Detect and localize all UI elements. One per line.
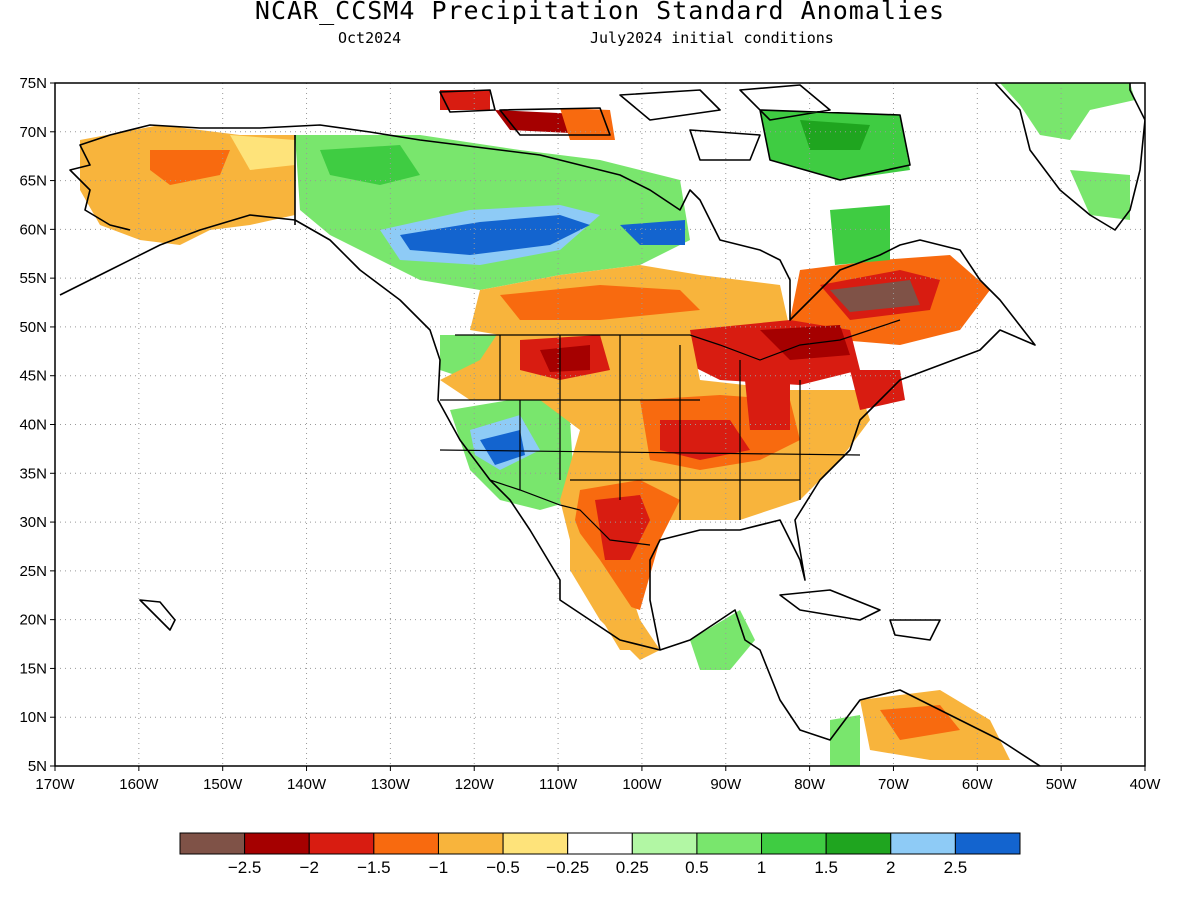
lat-tick-label: 15N <box>19 660 47 677</box>
venezuela-core <box>880 705 960 740</box>
anomaly-fields <box>80 83 1135 766</box>
gridlines <box>55 83 1145 766</box>
lon-tick-label: 90W <box>710 776 742 793</box>
state-lines <box>439 335 861 520</box>
colorbar-legend: −2.5 −2 −1.5 −1 −0.5 −0.25 0.25 0.5 1 1.5 2 2.5 <box>179 832 1021 877</box>
colorbar-label: 2 <box>886 858 895 877</box>
western-canada-wet2 <box>320 145 420 185</box>
lat-tick-label: 50N <box>19 319 47 336</box>
colorbar-swatch <box>437 832 504 855</box>
political-borders <box>439 319 901 546</box>
lat-tick-label: 30N <box>19 514 47 531</box>
colorbar-label: −0.5 <box>486 858 520 877</box>
colorbar-swatch <box>890 832 956 855</box>
colorbar-swatch <box>244 832 310 855</box>
colorbar-swatch <box>761 832 827 855</box>
quebec-very-dry <box>830 280 920 312</box>
nevada-blue <box>480 430 525 465</box>
initial-conditions-label: July2024 initial conditions <box>590 29 834 47</box>
colorbar-label: 2.5 <box>944 858 968 877</box>
montana-core <box>540 345 590 372</box>
colorbar-label: 1 <box>757 858 766 877</box>
michigan-dry <box>745 375 790 430</box>
lat-tick-label: 55N <box>19 270 47 287</box>
lat-tick-label: 75N <box>19 75 47 92</box>
colombia-wet <box>830 715 860 766</box>
central-america-wet <box>690 610 755 670</box>
lon-tick-label: 150W <box>203 776 243 793</box>
colorbar-label: −0.25 <box>546 858 589 877</box>
us-canada-border <box>455 319 901 361</box>
lon-tick-label: 60W <box>962 776 994 793</box>
arctic-islands <box>439 84 911 181</box>
hispaniola <box>889 619 941 641</box>
colorbar-label: 1.5 <box>814 858 838 877</box>
colorbar-swatch <box>567 832 633 855</box>
colorbar-label: −1 <box>429 858 448 877</box>
lon-tick-label: 120W <box>455 776 495 793</box>
lat-tick-label: 60N <box>19 221 47 238</box>
lat-tick-label: 25N <box>19 563 47 580</box>
arctic-wet2 <box>800 120 870 150</box>
target-month-label: Oct2024 <box>338 29 402 47</box>
alaska-dry-core <box>150 150 230 185</box>
hawaii <box>139 599 176 631</box>
greenland-wet <box>1000 83 1135 140</box>
northeast-dry <box>850 370 905 410</box>
cuba <box>779 589 881 621</box>
prairies-dry2 <box>500 285 700 320</box>
lat-tick-label: 5N <box>28 758 47 775</box>
colorbar-swatch <box>308 832 375 855</box>
lat-tick-label: 70N <box>19 124 47 141</box>
alaska-dry-region <box>80 125 295 245</box>
alaska-dry-light <box>230 135 295 170</box>
chart-title: NCAR_CCSM4 Precipitation Standard Anomal… <box>254 0 946 25</box>
lat-tick-label: 65N <box>19 173 47 190</box>
colorbar-swatch <box>696 832 763 855</box>
lat-tick-label: 20N <box>19 612 47 629</box>
us-mexico-border <box>489 479 651 546</box>
lon-tick-label: 110W <box>539 776 578 793</box>
colorbar-swatch <box>373 832 439 855</box>
colorbar-swatch <box>631 832 698 855</box>
lat-tick-label: 10N <box>19 709 47 726</box>
lon-tick-label: 140W <box>287 776 327 793</box>
colorbar-swatch <box>954 832 1021 855</box>
lon-tick-label: 100W <box>622 776 662 793</box>
colorbar-swatch <box>502 832 569 855</box>
mexico-dry <box>570 520 660 660</box>
lon-tick-label: 80W <box>794 776 826 793</box>
north-america-coast <box>59 214 1041 766</box>
gulf-coast <box>69 124 1036 651</box>
coastlines <box>59 83 1145 766</box>
colorbar-swatch <box>179 832 246 855</box>
lat-tick-label: 40N <box>19 417 47 434</box>
midwest-core <box>660 420 750 460</box>
colorbar-label: 0.25 <box>616 858 649 877</box>
hudson-wet-blue <box>620 220 685 245</box>
lon-tick-label: 160W <box>119 776 159 793</box>
colorbar-label: −1.5 <box>357 858 391 877</box>
colorbar-swatch <box>825 832 892 855</box>
arctic-dry3 <box>560 108 615 140</box>
latitude-axis: 75N 70N 65N 60N 55N 50N 45N 40N 35N 30N 25N 20N 15N 1… <box>19 75 55 775</box>
longitude-axis: 170W 160W 150W 140W 130W 120W 110W 100W 90W 80W 70… <box>35 766 1161 793</box>
lat-tick-label: 45N <box>19 368 47 385</box>
arctic-dry <box>440 90 490 110</box>
lon-tick-label: 50W <box>1046 776 1078 793</box>
colorbar-label: 0.5 <box>685 858 709 877</box>
lon-tick-label: 40W <box>1130 776 1162 793</box>
lon-tick-label: 170W <box>35 776 75 793</box>
colorbar-label: −2 <box>300 858 319 877</box>
greenland-wet2 <box>1070 170 1130 220</box>
lon-tick-label: 70W <box>878 776 910 793</box>
colorbar-label: −2.5 <box>228 858 262 877</box>
lat-tick-label: 35N <box>19 465 47 482</box>
canada-wet-blue <box>400 215 590 255</box>
lon-tick-label: 130W <box>371 776 411 793</box>
greenland-coast <box>994 83 1145 231</box>
labrador-wet <box>830 205 890 265</box>
